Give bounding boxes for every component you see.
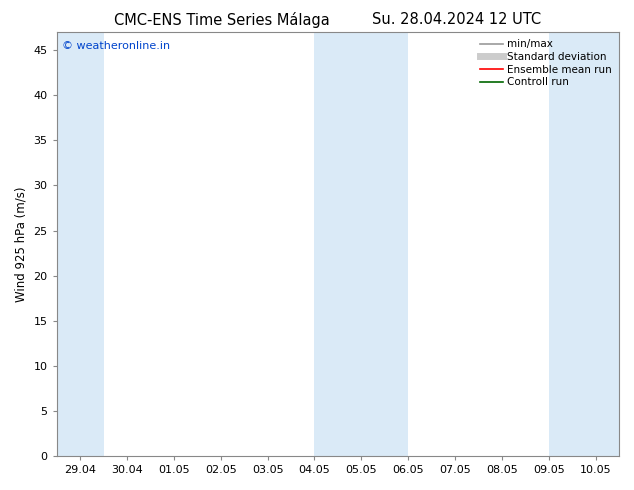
Text: © weatheronline.in: © weatheronline.in [62, 41, 171, 50]
Legend: min/max, Standard deviation, Ensemble mean run, Controll run: min/max, Standard deviation, Ensemble me… [478, 37, 614, 89]
Text: CMC-ENS Time Series Málaga: CMC-ENS Time Series Málaga [114, 12, 330, 28]
Text: Su. 28.04.2024 12 UTC: Su. 28.04.2024 12 UTC [372, 12, 541, 27]
Y-axis label: Wind 925 hPa (m/s): Wind 925 hPa (m/s) [15, 186, 28, 302]
Bar [56, 32, 103, 456]
Bar [548, 32, 619, 456]
Bar [314, 32, 408, 456]
